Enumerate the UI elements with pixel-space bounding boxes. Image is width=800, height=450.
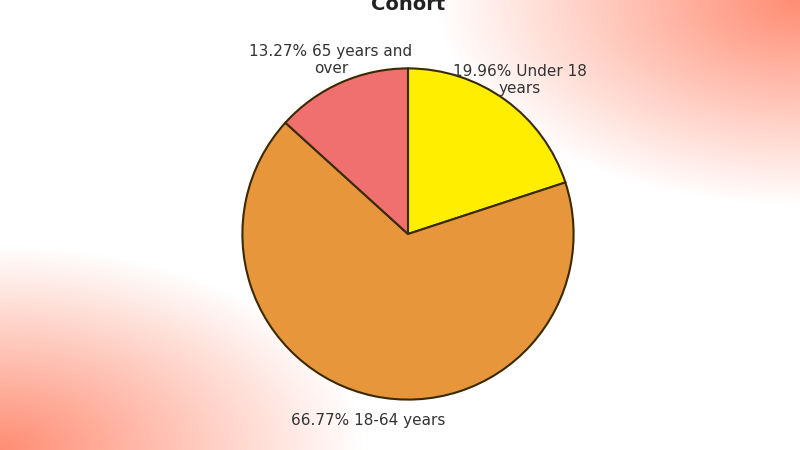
Text: 19.96% Under 18
years: 19.96% Under 18 years: [453, 63, 586, 96]
Text: 13.27% 65 years and
over: 13.27% 65 years and over: [250, 44, 413, 76]
Wedge shape: [408, 68, 566, 234]
Title: Chicago, IL Population by Age
Cohort: Chicago, IL Population by Age Cohort: [244, 0, 572, 14]
Wedge shape: [286, 68, 408, 234]
Text: 66.77% 18-64 years: 66.77% 18-64 years: [291, 413, 446, 428]
Wedge shape: [242, 123, 574, 400]
